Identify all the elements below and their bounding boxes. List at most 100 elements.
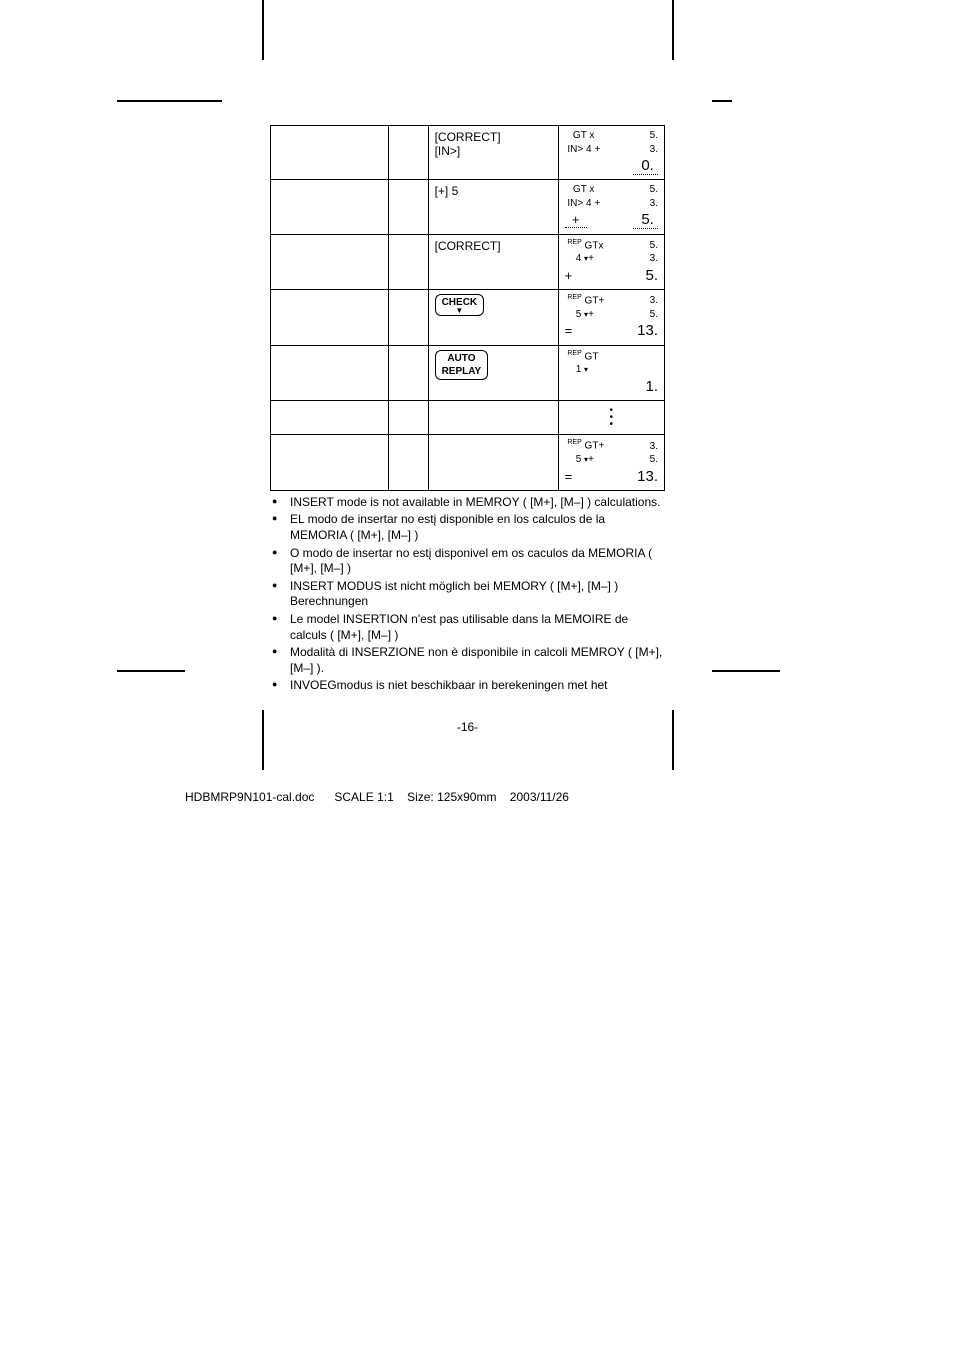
col-empty-a <box>271 180 389 234</box>
display-right: 3. <box>650 143 658 157</box>
table-row: AUTOREPLAY REP GT 1 ▾ 1. <box>271 345 665 401</box>
crop-mark <box>117 670 185 672</box>
display-right: 5. <box>650 129 658 143</box>
display-right: 13. <box>637 321 658 341</box>
display-left: IN> 4 + <box>565 143 601 157</box>
note-item: Modalità di INSERZIONE non è disponibile… <box>286 645 665 676</box>
display-right: 5. <box>650 183 658 197</box>
page: [CORRECT][IN>] GT x 5. IN> 4 + 3. 0. [+] 5… <box>0 0 954 1351</box>
display-line: +5. <box>565 266 658 286</box>
action-cell: AUTOREPLAY <box>428 345 558 401</box>
content-area: [CORRECT][IN>] GT x 5. IN> 4 + 3. 0. [+] 5… <box>270 125 665 734</box>
display-line: GT x 5. <box>565 129 658 143</box>
display-line: 0. <box>565 156 658 176</box>
action-cell: [+] 5 <box>428 180 558 234</box>
display-line: 1. <box>565 377 658 397</box>
display-right: 5. <box>645 266 658 286</box>
display-left: GT x <box>565 129 595 143</box>
display-left: REP GT <box>565 349 599 364</box>
crop-mark <box>262 0 264 60</box>
display-line: REP GT+ 3. <box>565 293 658 308</box>
col-empty-a <box>271 290 389 346</box>
notes-list: INSERT mode is not available in MEMROY (… <box>270 495 665 694</box>
display-right: 5. <box>633 210 658 230</box>
display-right: 13. <box>637 467 658 487</box>
display-cell: REP GT 1 ▾ 1. <box>558 345 664 401</box>
note-item: O modo de insertar no estį disponivel em… <box>286 546 665 577</box>
display-cell: REP GT+ 3. 5 ▾+ 5. = 13. <box>558 435 664 491</box>
display-right: 1. <box>645 377 658 397</box>
display-left: 1 ▾ <box>565 363 588 377</box>
display-line: IN> 4 + 3. <box>565 143 658 157</box>
col-empty-b <box>389 180 428 234</box>
display-right: 5. <box>650 308 658 322</box>
note-item: EL modo de insertar no estį disponible e… <box>286 512 665 543</box>
display-right: 3. <box>650 440 658 454</box>
display-left: 5 ▾+ <box>565 453 594 467</box>
col-empty-a <box>271 435 389 491</box>
display-line: REP GTx 5. <box>565 238 658 253</box>
crop-mark <box>712 100 732 102</box>
table-row: CHECK▼ REP GT+ 3. 5 ▾+ 5.=13. <box>271 290 665 346</box>
display-left: REP GTx <box>565 238 604 253</box>
table-row: ••• <box>271 401 665 435</box>
display-cell: GT x 5. IN> 4 + 3. 0. <box>558 126 664 180</box>
display-cell: ••• <box>558 401 664 435</box>
col-empty-b <box>389 345 428 401</box>
display-left: + <box>565 211 587 229</box>
display-left: + <box>565 267 573 285</box>
display-cell: GT x 5. IN> 4 + 3. + 5. <box>558 180 664 234</box>
calculation-table: [CORRECT][IN>] GT x 5. IN> 4 + 3. 0. [+] 5… <box>270 125 665 491</box>
display-line: 1 ▾ <box>565 363 658 377</box>
crop-mark <box>262 710 264 770</box>
action-cell: [CORRECT][IN>] <box>428 126 558 180</box>
display-line: = 13. <box>565 467 658 487</box>
col-empty-b <box>389 435 428 491</box>
display-line: IN> 4 + 3. <box>565 197 658 211</box>
display-left: GT x <box>565 183 595 197</box>
display-line: REP GT+ 3. <box>565 438 658 453</box>
display-left: REP GT+ <box>565 438 605 453</box>
display-right: 5. <box>650 453 658 467</box>
display-right: 3. <box>650 294 658 308</box>
crop-mark <box>672 0 674 60</box>
note-item: INSERT MODUS ist nicht möglich bei MEMOR… <box>286 579 665 610</box>
action-cell: [CORRECT] <box>428 234 558 290</box>
display-line: 5 ▾+ 5. <box>565 308 658 322</box>
display-cell: REP GT+ 3. 5 ▾+ 5.=13. <box>558 290 664 346</box>
col-empty-a <box>271 234 389 290</box>
crop-mark <box>672 710 674 770</box>
crop-mark <box>712 670 780 672</box>
display-line: =13. <box>565 321 658 341</box>
display-line: + 5. <box>565 210 658 230</box>
display-line: GT x 5. <box>565 183 658 197</box>
display-left: IN> 4 + <box>565 197 601 211</box>
table-row: [CORRECT] REP GTx 5. 4 ▾+3.+5. <box>271 234 665 290</box>
display-right: 3. <box>650 197 658 211</box>
col-empty-a <box>271 126 389 180</box>
crop-mark <box>117 100 222 102</box>
display-right: 5. <box>650 239 658 253</box>
note-item: INSERT mode is not available in MEMROY (… <box>286 495 665 511</box>
display-right: 3. <box>650 252 658 266</box>
display-left: REP GT+ <box>565 293 605 308</box>
col-empty-b <box>389 126 428 180</box>
ellipsis-icon: ••• <box>565 404 658 431</box>
col-empty-b <box>389 401 428 435</box>
col-empty-a <box>271 401 389 435</box>
note-item: Le model INSERTION n'est pas utilisable … <box>286 612 665 643</box>
display-cell: REP GTx 5. 4 ▾+3.+5. <box>558 234 664 290</box>
display-left: = <box>565 468 573 486</box>
action-cell: CHECK▼ <box>428 290 558 346</box>
col-empty-a <box>271 345 389 401</box>
display-line: REP GT <box>565 349 658 364</box>
footer-line: HDBMRP9N101-cal.doc SCALE 1:1 Size: 125x… <box>185 790 569 804</box>
display-line: 4 ▾+3. <box>565 252 658 266</box>
table-row: [+] 5 GT x 5. IN> 4 + 3. + 5. <box>271 180 665 234</box>
action-cell <box>428 401 558 435</box>
display-left: 5 ▾+ <box>565 308 594 322</box>
table-row: [CORRECT][IN>] GT x 5. IN> 4 + 3. 0. <box>271 126 665 180</box>
display-line: 5 ▾+ 5. <box>565 453 658 467</box>
display-right: 0. <box>633 156 658 176</box>
page-number: -16- <box>270 720 665 734</box>
